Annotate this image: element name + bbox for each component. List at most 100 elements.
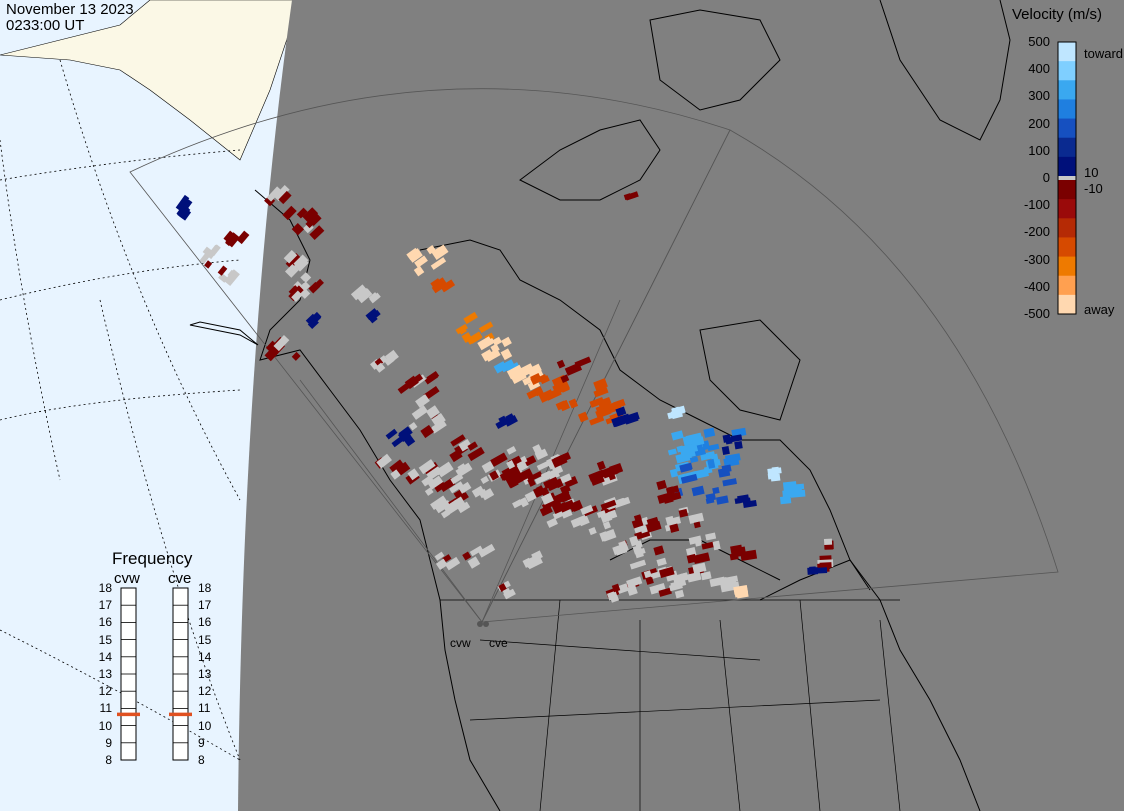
scatter-cell xyxy=(450,473,464,485)
scatter-cell xyxy=(426,245,436,255)
scatter-cell xyxy=(568,398,579,409)
scatter-cell xyxy=(626,576,643,588)
scatter-cell xyxy=(629,559,647,570)
scatter-cell xyxy=(466,331,483,345)
scatter-cell xyxy=(595,406,612,419)
scatter-cell xyxy=(705,492,717,502)
scatter-cell xyxy=(285,253,302,270)
scatter-cell xyxy=(692,552,711,565)
scatter-cell xyxy=(608,473,616,481)
scatter-cell xyxy=(823,538,833,546)
scatter-cell xyxy=(302,207,319,223)
scatter-cell xyxy=(543,476,559,490)
scatter-cell xyxy=(600,466,615,478)
scatter-cell xyxy=(559,473,572,484)
scatter-cell xyxy=(656,479,667,491)
frequency-tick-label: 9 xyxy=(198,735,205,750)
scatter-cell xyxy=(533,386,544,397)
scatter-cell xyxy=(415,394,430,409)
scatter-cell xyxy=(430,257,447,270)
scatter-cell xyxy=(389,459,404,473)
scatter-cell xyxy=(408,422,418,431)
frequency-tick-label: 11 xyxy=(99,701,112,716)
scatter-cell xyxy=(658,566,675,579)
colorbar-segment-toward xyxy=(1058,137,1076,158)
scatter-cell xyxy=(540,470,553,482)
scatter-cell xyxy=(680,447,696,460)
scatter-cell xyxy=(434,551,445,561)
scatter-cell xyxy=(435,558,448,571)
scatter-cell xyxy=(611,583,621,593)
frequency-tick-label: 17 xyxy=(98,598,112,613)
scatter-cell xyxy=(266,186,282,202)
site-marker-cvw xyxy=(477,621,483,627)
scatter-cell xyxy=(423,386,440,400)
scatter-cell xyxy=(665,485,680,495)
frequency-tick-label: 16 xyxy=(198,615,212,630)
state-boundaries xyxy=(440,599,901,811)
scatter-cell xyxy=(309,225,325,241)
scatter-cell xyxy=(492,336,502,346)
scatter-cell xyxy=(538,389,555,403)
scatter-cell xyxy=(462,551,472,561)
scatter-cell xyxy=(273,185,290,202)
scatter-cell xyxy=(407,468,420,481)
scatter-cell xyxy=(629,535,640,547)
scatter-cell xyxy=(767,472,779,480)
time-label: 0233:00 UT xyxy=(6,17,85,34)
scatter-cell xyxy=(471,485,485,498)
scatter-cell xyxy=(707,458,716,469)
scatter-cell xyxy=(291,290,303,302)
colorbar-segment-away xyxy=(1058,237,1076,258)
scatter-cell xyxy=(626,585,638,596)
scatter-cell xyxy=(374,357,384,367)
scatter-cell xyxy=(403,435,416,447)
scatter-cells xyxy=(175,185,834,603)
scatter-cell xyxy=(431,280,446,294)
scatter-cell xyxy=(527,477,536,487)
scatter-cell xyxy=(288,285,299,296)
scatter-cell xyxy=(202,246,213,257)
frequency-tick-label: 12 xyxy=(98,684,112,699)
scatter-cell xyxy=(701,541,716,550)
scatter-cell xyxy=(390,469,401,480)
scatter-cell xyxy=(300,272,312,284)
scatter-cell xyxy=(596,510,607,518)
scatter-cell xyxy=(721,445,730,455)
scatter-cell xyxy=(236,230,250,245)
scatter-cell xyxy=(674,589,685,599)
velocity-tick-label: 0 xyxy=(1042,170,1050,185)
scatter-cell xyxy=(490,343,500,353)
scatter-cell xyxy=(669,523,680,533)
night-region xyxy=(238,0,1124,811)
frequency-tick-label: 8 xyxy=(105,753,112,767)
scatter-cell xyxy=(430,495,448,511)
scatter-cell xyxy=(625,191,639,201)
scatter-cell xyxy=(688,535,702,545)
velocity-tick-label: 300 xyxy=(1028,88,1050,104)
scatter-cell xyxy=(540,492,554,505)
frequency-tick-label: 15 xyxy=(98,632,112,647)
scatter-cell xyxy=(782,489,793,498)
scatter-cell xyxy=(376,453,392,469)
scatter-cell xyxy=(368,292,379,302)
scatter-cell xyxy=(294,256,309,272)
scatter-cell xyxy=(712,540,721,551)
scatter-cell xyxy=(552,510,564,520)
scatter-cell xyxy=(782,481,797,492)
scatter-cell xyxy=(264,195,276,207)
scatter-cell xyxy=(522,557,533,568)
scatter-cell xyxy=(489,470,500,481)
scatter-cell xyxy=(284,263,299,278)
scatter-cell xyxy=(227,269,239,281)
scatter-cell xyxy=(551,502,564,515)
fov-outlines xyxy=(129,88,1059,623)
scatter-cell xyxy=(431,412,446,427)
colorbar-segment-toward xyxy=(1058,118,1076,139)
scatter-cell xyxy=(715,495,729,505)
frequency-tick-label: 9 xyxy=(105,735,112,750)
scatter-cell xyxy=(498,415,509,427)
scatter-cell xyxy=(478,321,494,334)
scatter-cell xyxy=(563,476,579,488)
